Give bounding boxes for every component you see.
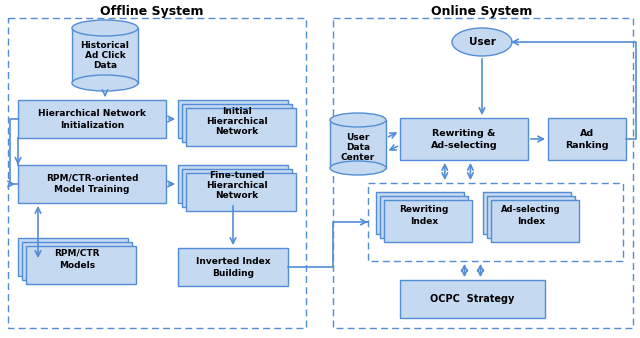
- FancyBboxPatch shape: [186, 173, 296, 211]
- Text: User: User: [346, 134, 370, 143]
- Text: Models: Models: [59, 261, 95, 269]
- FancyBboxPatch shape: [400, 280, 545, 318]
- FancyBboxPatch shape: [483, 192, 571, 234]
- Text: Model Training: Model Training: [54, 186, 130, 194]
- FancyBboxPatch shape: [384, 200, 472, 242]
- Text: Data: Data: [346, 144, 370, 152]
- Text: Hierarchical Network: Hierarchical Network: [38, 110, 146, 119]
- Text: Ranking: Ranking: [565, 142, 609, 150]
- Bar: [72, 28, 138, 83]
- FancyBboxPatch shape: [400, 118, 528, 160]
- Text: RPM/CTR-oriented: RPM/CTR-oriented: [45, 173, 138, 183]
- Ellipse shape: [330, 161, 386, 175]
- Text: Building: Building: [212, 268, 254, 277]
- FancyBboxPatch shape: [182, 169, 292, 207]
- Text: Center: Center: [341, 153, 375, 163]
- Text: Ad Click: Ad Click: [84, 51, 125, 61]
- FancyBboxPatch shape: [487, 196, 575, 238]
- Text: Online System: Online System: [431, 4, 532, 18]
- Text: OCPC  Strategy: OCPC Strategy: [430, 294, 515, 304]
- Text: Ad: Ad: [580, 128, 594, 138]
- FancyBboxPatch shape: [178, 165, 288, 203]
- Text: Network: Network: [216, 126, 259, 136]
- FancyBboxPatch shape: [380, 196, 468, 238]
- Text: RPM/CTR: RPM/CTR: [54, 248, 100, 258]
- Text: Initial: Initial: [222, 106, 252, 116]
- Text: Offline System: Offline System: [100, 4, 204, 18]
- Text: Hierarchical: Hierarchical: [206, 182, 268, 191]
- Bar: [330, 120, 386, 168]
- Ellipse shape: [330, 113, 386, 127]
- FancyBboxPatch shape: [491, 200, 579, 242]
- FancyBboxPatch shape: [22, 242, 132, 280]
- Text: Fine-tuned: Fine-tuned: [209, 171, 265, 180]
- Text: Ad-selecting: Ad-selecting: [431, 142, 497, 150]
- FancyBboxPatch shape: [178, 248, 288, 286]
- Ellipse shape: [452, 28, 512, 56]
- Ellipse shape: [72, 20, 138, 36]
- FancyBboxPatch shape: [186, 108, 296, 146]
- FancyBboxPatch shape: [18, 238, 128, 276]
- FancyBboxPatch shape: [548, 118, 626, 160]
- FancyBboxPatch shape: [18, 100, 166, 138]
- FancyBboxPatch shape: [182, 104, 292, 142]
- Text: Index: Index: [410, 217, 438, 225]
- Text: Network: Network: [216, 192, 259, 200]
- FancyBboxPatch shape: [178, 100, 288, 138]
- Text: Rewriting &: Rewriting &: [432, 128, 496, 138]
- Text: Initialization: Initialization: [60, 121, 124, 130]
- Text: Data: Data: [93, 62, 117, 71]
- Text: Ad-selecting: Ad-selecting: [501, 204, 561, 214]
- FancyBboxPatch shape: [26, 246, 136, 284]
- FancyBboxPatch shape: [376, 192, 464, 234]
- Text: User: User: [468, 37, 495, 47]
- Text: Inverted Index: Inverted Index: [196, 257, 270, 266]
- Text: Historical: Historical: [81, 42, 129, 50]
- Text: Rewriting: Rewriting: [399, 204, 449, 214]
- Text: Hierarchical: Hierarchical: [206, 117, 268, 125]
- Text: Index: Index: [517, 217, 545, 225]
- Ellipse shape: [72, 75, 138, 91]
- FancyBboxPatch shape: [18, 165, 166, 203]
